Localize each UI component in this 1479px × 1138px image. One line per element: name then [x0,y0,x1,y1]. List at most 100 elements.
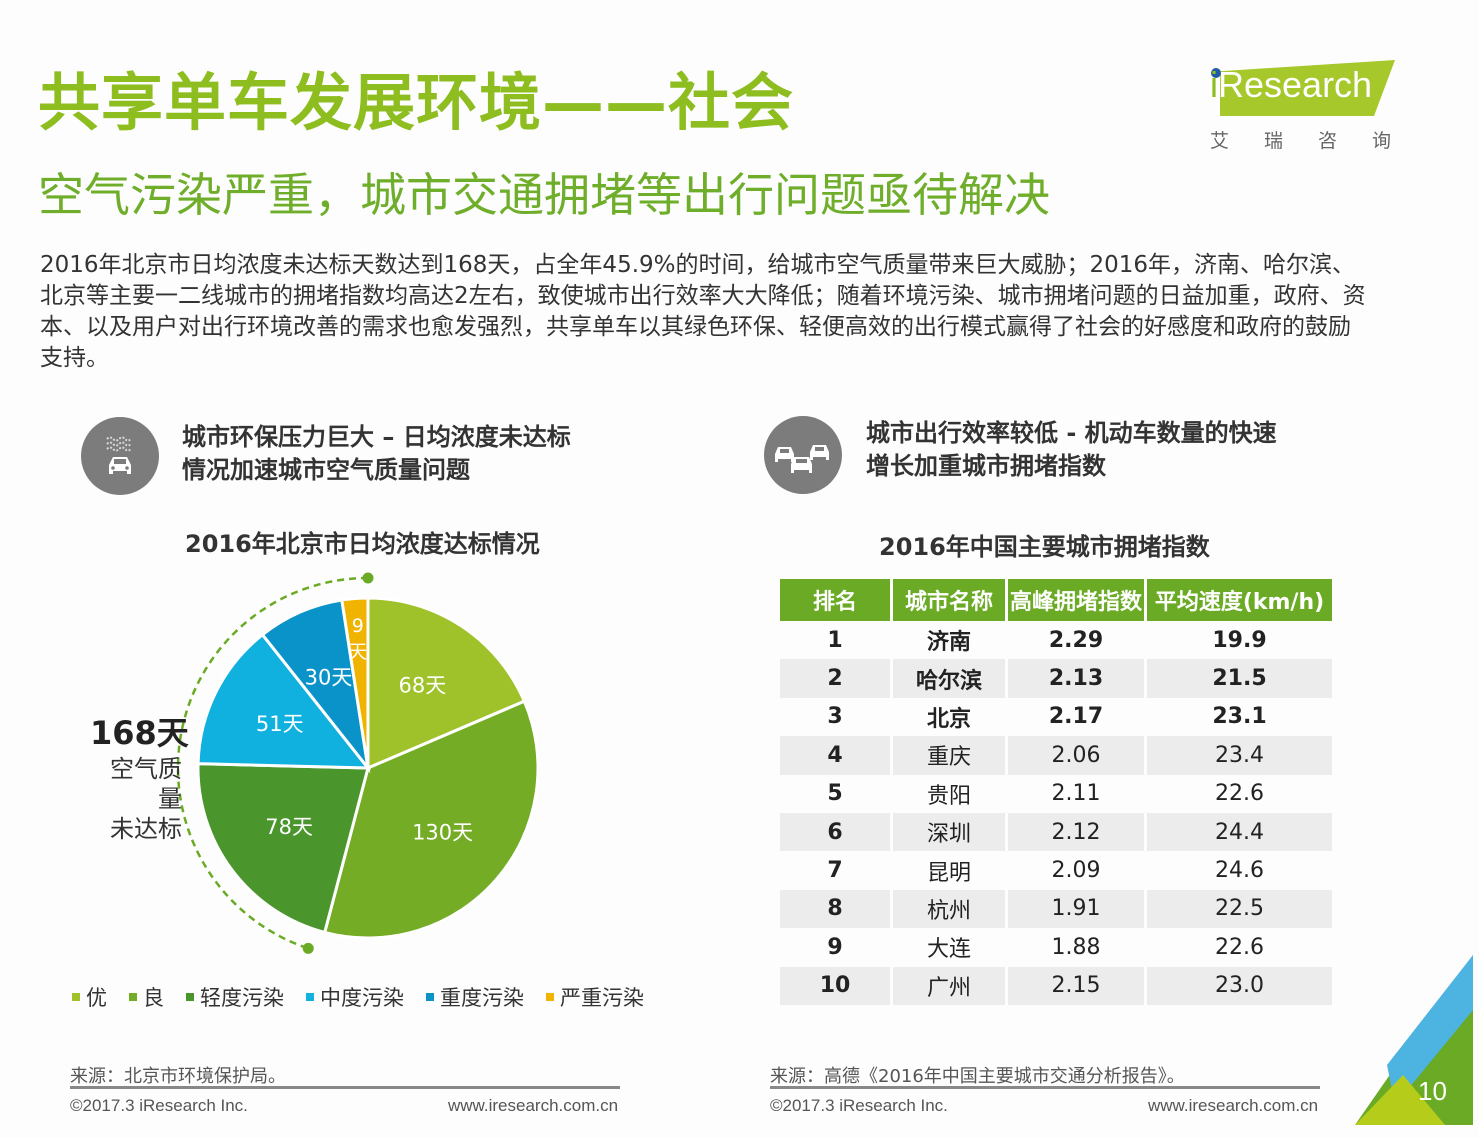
legend-swatch [129,993,137,1001]
pie-slice-3 [196,632,372,770]
legend-swatch [186,993,194,1001]
table-row: 6 深圳 2.12 24.4 [780,812,1332,852]
table-cell: 4 [780,736,890,775]
right-source: 来源：高德《2016年中国主要城市交通分析报告》。 [770,1066,1185,1087]
congestion-table: 排名 城市名称 高峰拥堵指数 平均速度(km/h) 1 济南 2.29 19.9 2 哈尔滨 2.… [777,576,1335,1005]
pie-slice-5 [340,596,370,769]
table-cell: 杭州 [893,889,1005,929]
table-cell: 7 [827,858,843,884]
table-row: 9 大连 1.88 22.6 [780,928,1332,966]
annotation-arc-endpoint [362,572,374,584]
annotation-arc-endpoint [302,942,314,954]
smog-car-icon [81,417,159,495]
table-cell: 10 [780,966,890,1005]
table-cell: 2.15 [1008,966,1144,1005]
table-cell: 北京 [926,706,971,732]
legend-swatch [72,993,80,1001]
table-cell: 22.6 [1215,934,1264,960]
pie-label-1: 130天 [412,820,473,844]
table-cell: 1.91 [1008,889,1144,929]
table-cell: 1.88 [1051,934,1101,960]
page-title: 共享单车发展环境——社会 [38,66,795,139]
table-cell: 广州 [893,966,1005,1005]
table-cell: 23.0 [1147,966,1332,1005]
table-cell: 济南 [926,630,971,656]
table-title: 2016年中国主要城市拥堵指数 [879,533,1210,561]
table-row: 4 重庆 2.06 23.4 [780,736,1332,775]
table-cell: 贵阳 [926,783,971,809]
corner-blue [1387,955,1473,1105]
table-header-row: 排名 城市名称 高峰拥堵指数 平均速度(km/h) [780,576,1332,621]
column-header-1: 城市名称 [893,576,1005,621]
pie-label-4: 30天 [305,666,353,690]
pie-callout: 168天 空气质量 未达标 [90,708,189,844]
table-cell: 2.29 [1048,627,1104,653]
legend-label: 重度污染 [440,986,524,1010]
pie-slice-2 [196,762,370,935]
legend-item-3: 中度污染 [306,982,404,1012]
right-website: www.iresearch.com.cn [1148,1096,1319,1115]
intro-paragraph: 2016年北京市日均浓度未达标天数达到168天，占全年45.9%的时间，给城市空… [40,252,1366,371]
table-row: 3 北京 2.17 23.1 [780,698,1332,736]
table-row: 7 昆明 2.09 24.6 [780,851,1332,889]
table-cell: 23.4 [1147,736,1332,775]
legend-swatch [306,993,314,1001]
legend-item-4: 重度污染 [426,982,524,1012]
legend-swatch [546,993,554,1001]
table-cell: 2.09 [1051,858,1101,884]
traffic-jam-glyph [775,445,829,473]
table-cell: 5 [827,781,843,807]
table-cell: 重庆 [893,736,1005,775]
left-source: 来源：北京市环境保护局。 [70,1066,286,1087]
table-cell: 23.1 [1212,704,1267,730]
right-heading-line2: 增长加重城市拥堵指数 [866,452,1106,480]
legend-label: 严重污染 [560,986,644,1010]
logo-wordmark: iResearch [1210,64,1372,106]
page-corner-decoration [1355,955,1473,1125]
pie-chart: 68天 130天 78天 51天 30天 9 天 [60,560,580,980]
table-cell: 2.13 [1008,659,1144,698]
iresearch-logo: iResearch 艾瑞咨询 [1206,56,1406,156]
legend-label: 轻度污染 [200,986,284,1010]
legend-item-5: 严重污染 [546,982,644,1012]
table-cell: 19.9 [1212,627,1267,653]
table-row: 8 杭州 1.91 22.5 [780,889,1332,929]
table-cell: 24.4 [1147,812,1332,852]
legend-label: 优 [86,986,107,1010]
column-header-2: 高峰拥堵指数 [1008,576,1144,621]
table-cell: 22.5 [1147,889,1332,929]
callout-line2: 未达标 [110,815,182,843]
left-section-heading: 城市环保压力巨大 – 日均浓度未达标 情况加速城市空气质量问题 [182,421,571,487]
left-heading-line1: 城市环保压力巨大 – 日均浓度未达标 [182,423,571,451]
page-number: 10 [1418,1076,1447,1106]
legend-item-0: 优 [72,982,107,1012]
table-cell: 昆明 [926,860,971,886]
table-row: 1 济南 2.29 19.9 [780,621,1332,659]
legend-item-2: 轻度污染 [186,982,284,1012]
left-website: www.iresearch.com.cn [448,1096,619,1115]
table-cell: 1 [827,627,843,653]
table-cell: 哈尔滨 [893,659,1005,698]
annotation-dashed-arc [176,576,369,950]
table-cell: 大连 [926,937,971,963]
pie-label-2: 78天 [265,815,313,839]
table-cell: 2.17 [1048,704,1104,730]
callout-line1: 空气质量 [110,755,182,813]
legend-swatch [426,993,434,1001]
table-row: 2 哈尔滨 2.13 21.5 [780,659,1332,698]
table-cell: 9 [827,934,843,960]
callout-value: 168天 [90,714,189,752]
pie-slice-4 [260,598,371,774]
left-footer-rule [70,1086,620,1089]
pie-slice-1 [322,699,540,940]
table-cell: 2 [780,659,890,698]
pie-legend: 优 良 轻度污染 中度污染 重度污染 严重污染 [72,982,644,1012]
pie-label-3: 51天 [256,712,304,736]
corner-lime [1355,1075,1445,1125]
table-cell: 21.5 [1147,659,1332,698]
table-cell: 2.12 [1008,812,1144,852]
legend-item-1: 良 [129,982,164,1012]
pie-label-0: 68天 [398,674,446,698]
